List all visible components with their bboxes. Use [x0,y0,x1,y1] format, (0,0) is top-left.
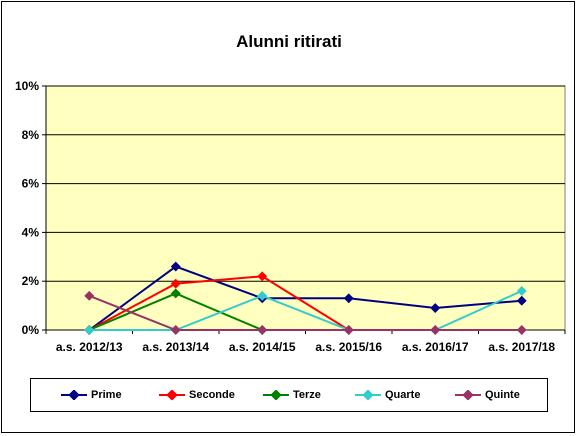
chart-legend: Prime Seconde Terze Quarte Quinte [30,378,548,412]
y-tick-label: 6% [22,177,40,191]
x-tick-label: a.s. 2014/15 [229,340,296,354]
chart-title: Alunni ritirati [236,32,342,51]
y-tick-label: 4% [22,225,40,239]
legend-item-quinte: Quinte [455,379,520,411]
series-line-prime [88,265,522,331]
x-tick-label: a.s. 2016/17 [402,340,469,354]
data-point-quinte [170,325,181,335]
series-line-quarte [89,290,523,331]
y-tick-label: 0% [22,323,40,337]
legend-item-prime: Prime [61,379,122,411]
data-point-quinte [257,325,268,335]
data-point-quarte [516,286,527,296]
series-line-quinte [88,294,522,331]
x-tick-label: a.s. 2017/18 [488,340,555,354]
x-tick-label: a.s. 2012/13 [56,340,123,354]
data-point-quinte [516,325,527,335]
line-chart: 0% 2% 4% 6% 8% 10% a.s. 2012/13 a.s. 2013/14 a.s… [15,79,566,354]
data-point-prime [516,295,527,306]
y-tick-label: 10% [15,79,39,93]
legend-label-seconde: Seconde [189,389,235,401]
x-tick-label: a.s. 2013/14 [142,340,209,354]
data-point-prime [430,303,441,313]
legend-label-quarte: Quarte [385,389,421,401]
data-point-prime [170,261,181,272]
data-point-quarte [257,290,268,301]
data-point-prime [343,293,354,304]
series-line-seconde [88,275,350,331]
y-tick-label: 8% [22,128,40,142]
data-point-quinte [343,325,354,335]
data-point-quinte [430,325,441,335]
data-point-seconde [170,278,181,289]
x-tick-label: a.s. 2015/16 [315,340,382,354]
y-tick-label: 2% [22,274,40,288]
legend-label-quinte: Quinte [485,389,520,401]
legend-label-terze: Terze [293,389,321,401]
legend-label-prime: Prime [91,389,122,401]
data-point-terze [170,288,181,299]
plot-area [45,85,566,331]
data-point-seconde [257,271,268,282]
legend-item-seconde: Seconde [159,379,235,411]
legend-item-quarte: Quarte [355,379,420,411]
legend-item-terze: Terze [263,379,321,411]
